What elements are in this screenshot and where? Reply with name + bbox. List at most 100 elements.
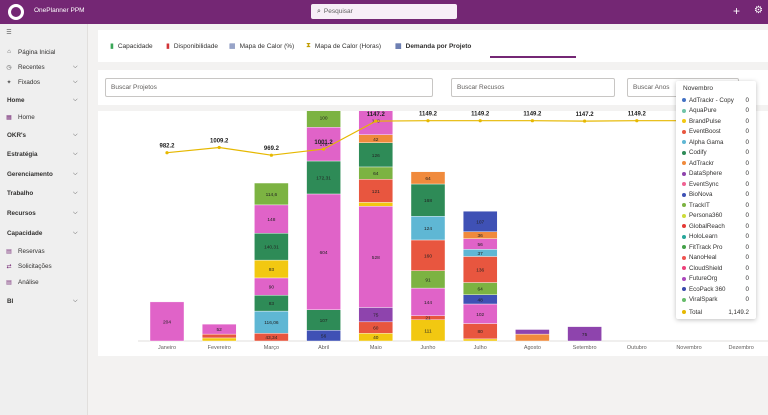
sidebar-item-recursos[interactable]: Recursos ⌵ — [0, 207, 88, 219]
bar-segment[interactable] — [254, 204, 289, 234]
capacity-point[interactable] — [583, 119, 587, 123]
tooltip-series-value: 0 — [745, 264, 749, 272]
sidebar-item-label: Gerenciamento — [7, 170, 53, 178]
demand-chart-card: 204 52 43,34 116,06 83 90 93 140,31 148 114,6 56 10… — [98, 111, 768, 356]
bar-segment[interactable] — [515, 329, 550, 335]
bar-segment[interactable] — [306, 193, 341, 310]
chevron-down-icon[interactable]: ⌵ — [73, 209, 78, 216]
top-bar: OnePlanner PPM ⌕ Pesquisar + ⚙ — [0, 0, 768, 24]
clock-icon: ◷ — [6, 64, 12, 71]
x-tick-label: Novembro — [676, 345, 701, 351]
sidebar-item-home[interactable]: Home ⌵ — [0, 94, 88, 106]
legend-dot-icon — [682, 129, 686, 134]
tab-mapa-de-calor[interactable]: ▦ Mapa de Calor (%) — [229, 42, 294, 51]
tooltip-series-value: 0 — [745, 296, 749, 304]
capacity-point[interactable] — [478, 119, 482, 123]
bar-segment[interactable] — [149, 301, 185, 342]
search-input[interactable]: Pesquisar — [323, 8, 353, 15]
sidebar-item-recentes[interactable]: ◷ Recentes ⌵ — [0, 61, 88, 73]
sidebar-item-bi[interactable]: BI ⌵ — [0, 295, 88, 307]
bar-segment[interactable] — [463, 211, 498, 232]
add-icon[interactable]: + — [733, 4, 741, 18]
chevron-down-icon[interactable]: ⌵ — [73, 170, 78, 177]
bar-data-label: 91 — [425, 277, 431, 283]
bar-segment[interactable] — [201, 337, 237, 342]
capacity-point[interactable] — [530, 119, 534, 123]
gear-icon[interactable]: ⚙ — [754, 5, 763, 16]
bar-segment[interactable] — [306, 160, 341, 195]
tooltip-row: EventSync 0 — [676, 179, 756, 190]
bar-segment[interactable] — [254, 233, 289, 261]
bar-segment[interactable] — [201, 323, 237, 335]
sidebar-item-label: Estratégia — [7, 150, 38, 158]
bar-segment[interactable] — [410, 183, 446, 217]
tab-mapa-de-calor-horas[interactable]: ⧗ Mapa de Calor (Horas) — [306, 42, 381, 50]
tooltip-title: Novembro — [683, 85, 713, 92]
sidebar-item-reservas[interactable]: ▤ Reservas — [0, 245, 88, 257]
bar-segment[interactable] — [306, 111, 341, 128]
chevron-down-icon[interactable]: ⌵ — [73, 131, 78, 138]
sidebar-item-gerenciamento[interactable]: Gerenciamento ⌵ — [0, 168, 88, 180]
bar-segment[interactable] — [254, 182, 289, 206]
legend-dot-icon — [682, 310, 686, 315]
bar-segment[interactable] — [358, 206, 393, 308]
x-tick-label: Junho — [421, 345, 436, 351]
hamburger-icon[interactable]: ☰ — [6, 29, 12, 36]
sidebar-item-analise[interactable]: ▤ Análise — [0, 276, 88, 288]
bar-segment[interactable] — [567, 326, 602, 342]
sidebar-item-pagina-inicial[interactable]: ⌂ Página Inicial — [0, 46, 88, 58]
resource-search-input[interactable]: Buscar Recusos — [451, 78, 615, 97]
bar-segment[interactable] — [410, 239, 446, 271]
bar-segment[interactable] — [201, 333, 237, 339]
sidebar: ☰ ⌂ Página Inicial ◷ Recentes ⌵ ✦ Fixados ⌵ Home… — [0, 24, 88, 415]
tooltip-series-value: 0 — [745, 191, 749, 199]
sidebar-item-capacidade[interactable]: Capacidade ⌵ — [0, 227, 88, 239]
capacity-point[interactable] — [217, 145, 221, 150]
x-tick-label: Dezembro — [729, 345, 754, 351]
project-search-input[interactable]: Buscar Projetos — [105, 78, 433, 97]
tooltip-series-value: 0 — [745, 117, 749, 125]
chevron-down-icon[interactable]: ⌵ — [73, 189, 78, 196]
sidebar-item-okr-s[interactable]: OKR's ⌵ — [0, 129, 88, 141]
bar-data-label: 93 — [269, 267, 275, 273]
bar-segment[interactable] — [410, 171, 446, 185]
sidebar-item-trabalho[interactable]: Trabalho ⌵ — [0, 187, 88, 199]
tooltip-series-name: EventBoost — [689, 128, 721, 136]
capacity-point[interactable] — [322, 147, 326, 151]
chevron-down-icon[interactable]: ⌵ — [73, 63, 78, 70]
chevron-down-icon[interactable]: ⌵ — [73, 78, 78, 85]
capacity-point[interactable] — [635, 119, 639, 123]
tooltip-total-row: Total 1,149.2 — [676, 307, 756, 318]
capacity-point[interactable] — [374, 119, 378, 123]
tab-disponibilidade[interactable]: ▮ Disponibilidade — [166, 42, 218, 51]
bar-data-label: 111 — [424, 328, 432, 334]
chevron-down-icon[interactable]: ⌵ — [73, 150, 78, 157]
chevron-down-icon[interactable]: ⌵ — [73, 297, 78, 304]
bar-segment[interactable] — [306, 127, 341, 162]
search-box[interactable]: ⌕ Pesquisar — [311, 4, 457, 19]
bar-segment[interactable] — [515, 333, 550, 342]
tooltip-row: TrackIT 0 — [676, 200, 756, 211]
tab-demanda-por-projeto[interactable]: ▦ Demanda por Projeto — [395, 42, 471, 51]
tab-capacidade[interactable]: ▮ Capacidade — [110, 42, 153, 51]
tooltip-series-name: TrackIT — [689, 201, 710, 209]
sidebar-item-fixados[interactable]: ✦ Fixados ⌵ — [0, 76, 88, 88]
bar-data-label: 21 — [425, 316, 431, 322]
sidebar-item-estrategia[interactable]: Estratégia ⌵ — [0, 148, 88, 160]
bar-segment[interactable] — [358, 202, 393, 207]
bar-segment[interactable] — [410, 287, 446, 316]
capacity-point[interactable] — [426, 119, 430, 123]
tooltip-row: FutureOrg 0 — [676, 274, 756, 285]
bar-segment[interactable] — [463, 338, 498, 342]
menu-button[interactable]: ☰ — [0, 26, 88, 38]
app-logo-icon[interactable] — [8, 4, 24, 20]
capacity-point[interactable] — [165, 151, 169, 155]
chevron-down-icon[interactable]: ⌵ — [73, 96, 78, 103]
capacity-point[interactable] — [269, 153, 273, 157]
calendar-icon: ▦ — [229, 43, 236, 50]
sidebar-item-home[interactable]: ▦ Home — [0, 111, 88, 123]
sidebar-item-solicitacoes[interactable]: ⇄ Solicitações — [0, 260, 88, 272]
legend-dot-icon — [682, 234, 686, 239]
grid-calendar-icon: ▦ — [395, 43, 402, 50]
chevron-down-icon[interactable]: ⌵ — [73, 229, 78, 236]
